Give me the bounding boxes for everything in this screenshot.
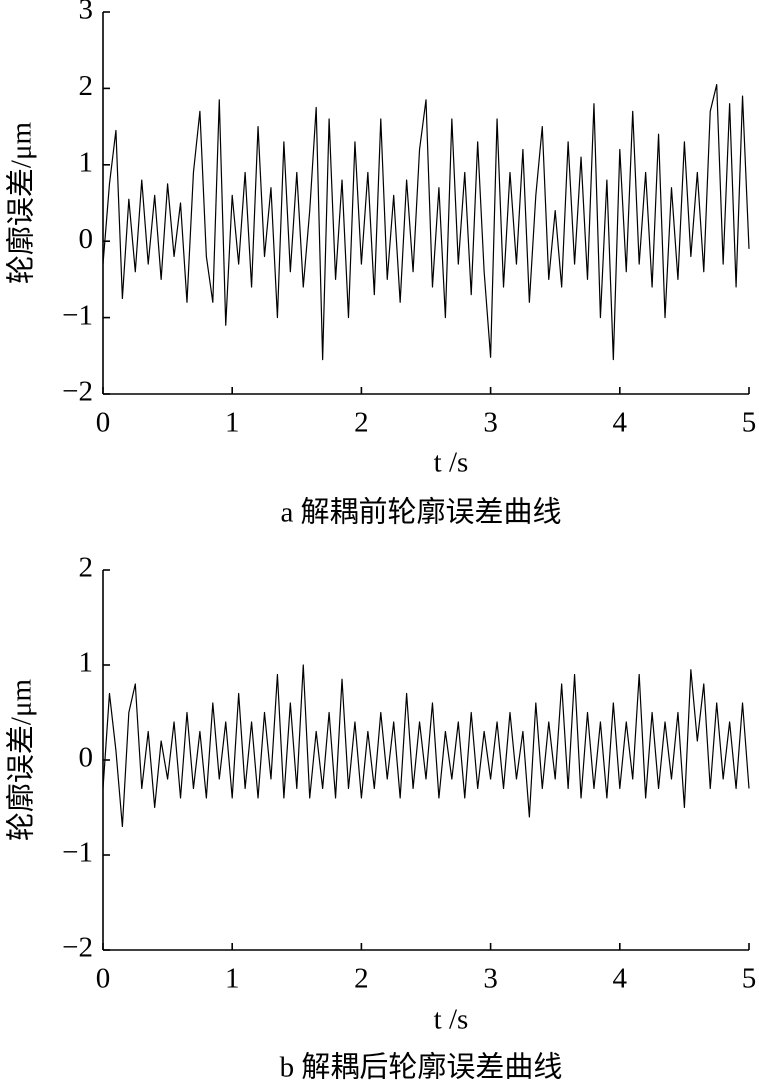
x-tick-label: 1 xyxy=(225,407,240,439)
x-tick-label: 3 xyxy=(483,407,498,439)
y-tick-label: −1 xyxy=(62,299,93,331)
y-axis-label: 轮廓误差/μm xyxy=(5,678,38,841)
y-tick-label: 1 xyxy=(79,146,94,178)
x-tick-label: 4 xyxy=(613,963,628,995)
y-tick-label: −2 xyxy=(62,932,93,964)
line-series xyxy=(102,83,750,361)
x-tick-label: 5 xyxy=(742,407,757,439)
x-tick-label: 1 xyxy=(225,963,240,995)
x-tick-label: 2 xyxy=(354,407,369,439)
x-axis-label: t /s xyxy=(434,1004,469,1036)
x-tick-label: 0 xyxy=(96,963,111,995)
y-tick-label: 0 xyxy=(79,742,94,774)
y-tick-label: 2 xyxy=(79,70,94,102)
line-series xyxy=(102,664,750,828)
x-tick-label: 4 xyxy=(613,407,628,439)
y-tick-label: 0 xyxy=(79,223,94,255)
y-tick-label: −2 xyxy=(62,376,93,408)
x-tick-label: 5 xyxy=(742,963,757,995)
caption: a 解耦前轮廓误差曲线 xyxy=(280,496,561,529)
y-tick-label: 3 xyxy=(79,0,94,26)
x-tick-label: 0 xyxy=(96,407,111,439)
y-tick-label: 1 xyxy=(79,647,94,679)
x-axis-label: t /s xyxy=(434,447,469,479)
x-tick-label: 3 xyxy=(483,963,498,995)
y-tick-label: 2 xyxy=(79,552,94,584)
y-tick-label: −1 xyxy=(62,837,93,869)
y-axis-label: 轮廓误差/μm xyxy=(5,121,38,284)
caption: b 解耦后轮廓误差曲线 xyxy=(280,1051,563,1084)
x-tick-label: 2 xyxy=(354,963,369,995)
